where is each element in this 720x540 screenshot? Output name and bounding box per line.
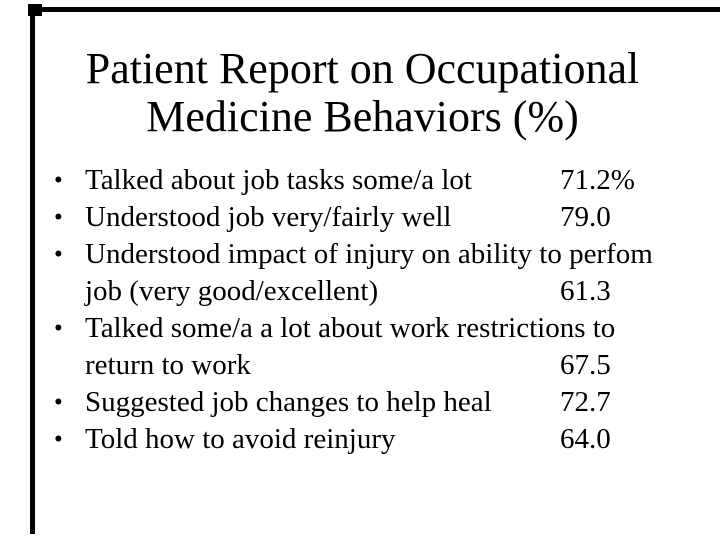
bullet-icon: • xyxy=(54,167,63,194)
item-text: return to work xyxy=(85,349,251,381)
item-value: 72.7 xyxy=(560,386,611,418)
list-item: • Told how to avoid reinjury 64.0 xyxy=(0,421,720,458)
bullet-icon: • xyxy=(54,389,63,416)
bullet-icon: • xyxy=(54,204,63,231)
item-value: 64.0 xyxy=(560,423,611,455)
item-text: Understood impact of injury on ability t… xyxy=(85,238,653,270)
title-line-1: Patient Report on Occupational xyxy=(85,44,640,93)
bullet-icon: • xyxy=(54,315,63,342)
item-value: 61.3 xyxy=(560,275,611,307)
list-item-continuation: return to work 67.5 xyxy=(0,347,720,384)
item-value: 67.5 xyxy=(560,349,611,381)
item-text: job (very good/excellent) xyxy=(85,275,379,307)
item-value: 79.0 xyxy=(560,201,611,233)
item-text: Understood job very/fairly well xyxy=(85,201,452,233)
list-item: • Understood job very/fairly well 79.0 xyxy=(0,199,720,236)
bullet-icon: • xyxy=(54,241,63,268)
item-text: Talked some/a a lot about work restricti… xyxy=(85,312,616,344)
list-item-continuation: job (very good/excellent) 61.3 xyxy=(0,273,720,310)
bullet-list: • Talked about job tasks some/a lot 71.2… xyxy=(0,162,720,458)
slide-border-left xyxy=(30,7,35,534)
list-item: • Suggested job changes to help heal 72.… xyxy=(0,384,720,421)
item-value: 71.2% xyxy=(560,164,635,196)
list-item: • Talked some/a a lot about work restric… xyxy=(0,310,720,347)
list-item: • Understood impact of injury on ability… xyxy=(0,236,720,273)
item-text: Told how to avoid reinjury xyxy=(85,423,396,455)
title-line-2: Medicine Behaviors (%) xyxy=(146,92,579,141)
list-item: • Talked about job tasks some/a lot 71.2… xyxy=(0,162,720,199)
item-text: Suggested job changes to help heal xyxy=(85,386,492,418)
item-text: Talked about job tasks some/a lot xyxy=(85,164,472,196)
slide-border-top xyxy=(28,7,720,12)
slide-title: Patient Report on Occupational Medicine … xyxy=(25,45,700,141)
bullet-icon: • xyxy=(54,426,63,453)
